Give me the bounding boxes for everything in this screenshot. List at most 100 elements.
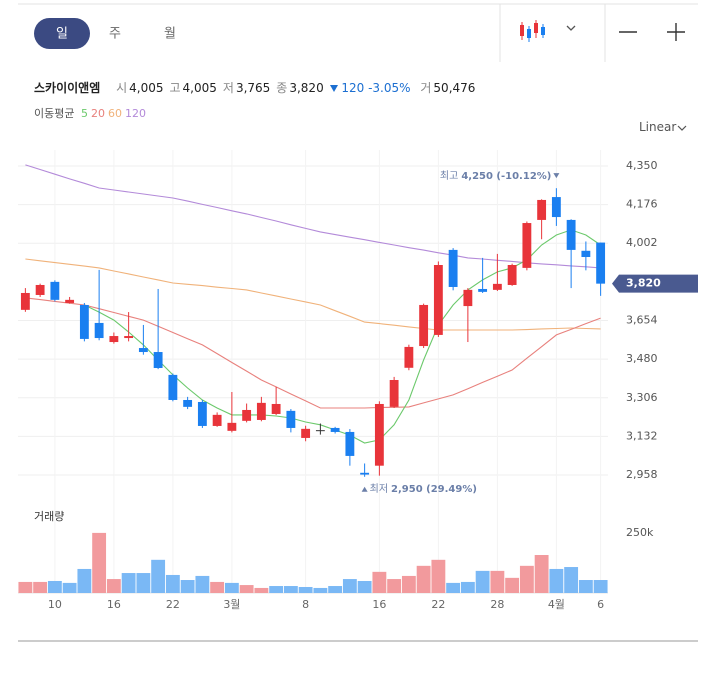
candle-body	[566, 219, 576, 250]
tab[interactable]: 일	[56, 27, 68, 42]
candle-body	[419, 304, 429, 347]
ma-legend: 이동평균 5 20 60 120	[34, 105, 149, 121]
volume-bar	[106, 579, 121, 593]
volume-bar	[519, 565, 534, 593]
candle-body	[345, 431, 355, 456]
candle-body	[448, 249, 458, 287]
y-tick-label: 3,480	[626, 352, 658, 365]
marks: 최고 4,250 (-10.12%) 최저 2,950 (29.49%) 3,820	[18, 164, 698, 593]
volume-bar	[33, 581, 48, 593]
annotation-arrow	[361, 486, 368, 492]
volume-bar	[151, 559, 166, 593]
candle-body	[212, 414, 222, 426]
candle-body	[315, 430, 325, 432]
stock-name: 스카이이앤엠	[34, 81, 101, 95]
y-tick-label: 2,958	[626, 468, 658, 481]
volume-bar	[92, 532, 107, 593]
last-price-tag	[612, 274, 698, 293]
change-pct: -3.05%	[368, 81, 411, 95]
price-fields: 시 4,005 고 4,005 저 3,765 종 3,820	[110, 81, 324, 95]
volume-bar	[357, 580, 372, 593]
annotation: 최저 2,950 (29.49%)	[370, 483, 477, 495]
candle-body	[389, 379, 399, 407]
volume-bar	[77, 568, 92, 593]
annotation-arrow	[553, 173, 560, 179]
volume-bar	[298, 586, 313, 593]
icon-part	[520, 25, 524, 36]
annotation-value: 4,250 (-10.12%)	[461, 171, 551, 182]
scale-chevron[interactable]	[677, 125, 687, 131]
candle-body	[242, 409, 252, 421]
candle-body	[286, 410, 296, 428]
volume-bar	[313, 587, 328, 593]
candle-body	[507, 264, 517, 285]
icon-part	[534, 23, 538, 33]
scale-selector[interactable]: Linear	[639, 120, 677, 134]
volume-bar	[549, 568, 564, 593]
field-label: 고	[169, 81, 181, 95]
last-price-label: 3,820	[626, 277, 661, 290]
x-tick-label: 8	[302, 598, 309, 611]
volume-bar	[195, 575, 210, 593]
candle-body	[227, 422, 237, 431]
field-value: 3,765	[235, 81, 271, 95]
annotation-prefix: 최고	[440, 170, 458, 182]
volume-bar	[490, 570, 505, 593]
annotation-prefix: 최저	[370, 483, 388, 495]
field-label: 종	[276, 81, 288, 95]
stock-header: 스카이이앤엠 시 4,005 고 4,005 저 3,765 종 3,820 120 -3.0…	[34, 79, 475, 96]
volume-bar	[431, 559, 446, 593]
ma-line	[25, 164, 601, 269]
down-arrow	[329, 85, 338, 92]
volume-bar	[254, 587, 269, 593]
volume-bar	[210, 581, 225, 593]
candle-body	[301, 428, 311, 438]
y-tick-label: 3,654	[626, 314, 658, 327]
volume-field-label: 거	[420, 81, 432, 95]
icon-part	[527, 29, 531, 38]
candle-body	[478, 288, 488, 292]
x-tick-label: 16	[372, 598, 386, 611]
tab[interactable]: 주	[109, 27, 121, 42]
chart-type-icon[interactable]	[520, 20, 545, 42]
ma-line	[25, 297, 601, 409]
candle-body	[581, 250, 591, 258]
volume-bar	[475, 570, 490, 593]
candle-body	[374, 403, 384, 466]
candle-body	[463, 289, 473, 307]
candle-body	[492, 283, 502, 290]
candle-body	[50, 281, 60, 300]
field-value: 3,820	[289, 81, 324, 95]
icon-part	[541, 27, 545, 35]
volume-bar	[47, 580, 62, 593]
candle-body	[256, 402, 266, 420]
candle-body	[596, 242, 606, 284]
candle-body	[79, 304, 89, 339]
candle-body	[360, 472, 370, 475]
volume-bar	[578, 580, 593, 593]
volume-bar	[136, 573, 151, 593]
candle-body	[551, 197, 561, 218]
candle-body	[124, 336, 134, 339]
volume-bar	[121, 573, 136, 593]
candle-body	[168, 374, 178, 400]
ma-line	[25, 258, 601, 331]
dropdown-chevron[interactable]	[566, 25, 576, 31]
volume-bar	[505, 577, 520, 593]
x-tick-label: 3월	[223, 598, 240, 611]
ma-legend-entry: 5	[80, 107, 88, 120]
volume-bar	[283, 586, 298, 593]
tab[interactable]: 월	[164, 27, 176, 42]
y-tick-label: 4,176	[626, 198, 658, 211]
volume-label: 거래량	[34, 510, 64, 523]
volume-bar	[564, 567, 579, 593]
volume-bar	[387, 579, 402, 593]
annotation-value: 2,950 (29.49%)	[391, 484, 477, 495]
candle-body	[20, 292, 30, 310]
candle-body	[537, 199, 547, 220]
volume-tick-label: 250k	[626, 526, 654, 539]
candle-body	[197, 401, 207, 426]
volume-bar	[534, 555, 549, 593]
volume-bar	[62, 582, 77, 593]
